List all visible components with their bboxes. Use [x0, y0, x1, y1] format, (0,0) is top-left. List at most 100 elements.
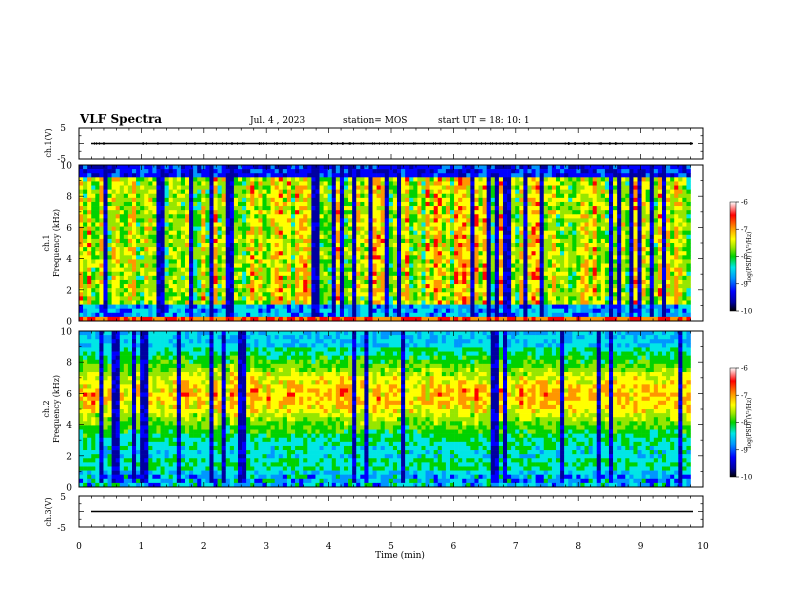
- spectrogram-cell: [381, 309, 385, 313]
- spectrogram-cell: [421, 181, 425, 185]
- spectrogram-cell: [548, 296, 552, 300]
- spectrogram-cell: [177, 296, 181, 300]
- spectrogram-cell: [275, 202, 279, 206]
- spectrogram-cell: [311, 247, 315, 251]
- spectrogram-cell: [181, 214, 185, 218]
- spectrogram-cell: [336, 198, 340, 202]
- spectrogram-cell: [532, 284, 536, 288]
- spectrogram-cell: [364, 177, 368, 181]
- spectrogram-cell: [377, 186, 381, 190]
- spectrogram-cell: [307, 259, 311, 263]
- spectrogram-cell: [572, 190, 576, 194]
- spectrogram-cell: [548, 309, 552, 313]
- spectrogram-cell: [246, 235, 250, 239]
- spectrogram-cell: [112, 243, 116, 247]
- spectrogram-cell: [242, 194, 246, 198]
- spectrogram-cell: [238, 300, 242, 304]
- spectrogram-cell: [315, 255, 319, 259]
- spectrogram-cell: [116, 239, 120, 243]
- spectrogram-cell: [95, 165, 99, 169]
- spectrogram-cell: [454, 169, 458, 173]
- spectrogram-cell: [389, 227, 393, 231]
- spectrogram-cell: [401, 214, 405, 218]
- spectrogram-cell: [242, 186, 246, 190]
- spectrogram-cell: [230, 243, 234, 247]
- spectrogram-cell: [230, 255, 234, 259]
- spectrogram-cell: [177, 222, 181, 226]
- spectrogram-cell: [385, 222, 389, 226]
- spectrogram-cell: [169, 222, 173, 226]
- spectrogram-cell: [132, 206, 136, 210]
- spectrogram-cell: [165, 235, 169, 239]
- spectrogram-cell: [152, 169, 156, 173]
- spectrogram-cell: [161, 206, 165, 210]
- spectrogram-cell: [397, 296, 401, 300]
- spectrogram-cell: [479, 165, 483, 169]
- spectrogram-cell: [148, 305, 152, 309]
- spectrogram-cell: [320, 305, 324, 309]
- spectrogram-cell: [165, 276, 169, 280]
- spectrogram-cell: [532, 206, 536, 210]
- spectrogram-cell: [364, 239, 368, 243]
- spectrogram-cell: [572, 284, 576, 288]
- spectrogram-cell: [556, 206, 560, 210]
- spectrogram-cell: [352, 181, 356, 185]
- spectrogram-cell: [585, 296, 589, 300]
- spectrogram-cell: [279, 231, 283, 235]
- spectrogram-cell: [377, 247, 381, 251]
- spectrogram-cell: [474, 309, 478, 313]
- spectrogram-cell: [458, 243, 462, 247]
- spectrogram-cell: [226, 165, 230, 169]
- spectrogram-cell: [442, 280, 446, 284]
- spectrogram-cell: [291, 222, 295, 226]
- spectrogram-cell: [434, 305, 438, 309]
- spectrogram-cell: [487, 292, 491, 296]
- spectrogram-cell: [181, 181, 185, 185]
- spectrogram-cell: [287, 288, 291, 292]
- spectrogram-cell: [377, 214, 381, 218]
- spectrogram-cell: [275, 264, 279, 268]
- spectrogram-cell: [360, 305, 364, 309]
- spectrogram-cell: [328, 194, 332, 198]
- spectrogram-cell: [267, 313, 271, 317]
- spectrogram-cell: [311, 313, 315, 317]
- spectrogram-cell: [458, 305, 462, 309]
- spectrogram-cell: [95, 292, 99, 296]
- spectrogram-cell: [234, 181, 238, 185]
- spectrogram-cell: [552, 177, 556, 181]
- spectrogram-cell: [450, 190, 454, 194]
- spectrogram-cell: [426, 255, 430, 259]
- spectrogram-cell: [234, 251, 238, 255]
- spectrogram-cell: [364, 218, 368, 222]
- spectrogram-cell: [552, 309, 556, 313]
- spectrogram-cell: [532, 222, 536, 226]
- spectrogram-cell: [487, 239, 491, 243]
- spectrogram-cell: [344, 251, 348, 255]
- spectrogram-cell: [548, 181, 552, 185]
- spectrogram-cell: [548, 243, 552, 247]
- spectrogram-cell: [479, 222, 483, 226]
- spectrogram-cell: [193, 169, 197, 173]
- spectrogram-cell: [320, 210, 324, 214]
- spectrogram-cell: [356, 206, 360, 210]
- spectrogram-cell: [226, 194, 230, 198]
- spectrogram-cell: [536, 247, 540, 251]
- spectrogram-cell: [336, 235, 340, 239]
- spectrogram-cell: [434, 169, 438, 173]
- spectrogram-cell: [462, 239, 466, 243]
- spectrogram-cell: [161, 259, 165, 263]
- spectrogram-cell: [389, 210, 393, 214]
- spectrogram-cell: [218, 272, 222, 276]
- spectrogram-cell: [315, 296, 319, 300]
- spectrogram-cell: [242, 218, 246, 222]
- spectrogram-cell: [352, 251, 356, 255]
- spectrogram-cell: [385, 296, 389, 300]
- spectrogram-cell: [156, 255, 160, 259]
- spectrogram-cell: [499, 186, 503, 190]
- spectrogram-cell: [568, 247, 572, 251]
- spectrogram-cell: [540, 214, 544, 218]
- spectrogram-cell: [161, 214, 165, 218]
- spectrogram-cell: [287, 243, 291, 247]
- spectrogram-cell: [201, 222, 205, 226]
- spectrogram-cell: [413, 272, 417, 276]
